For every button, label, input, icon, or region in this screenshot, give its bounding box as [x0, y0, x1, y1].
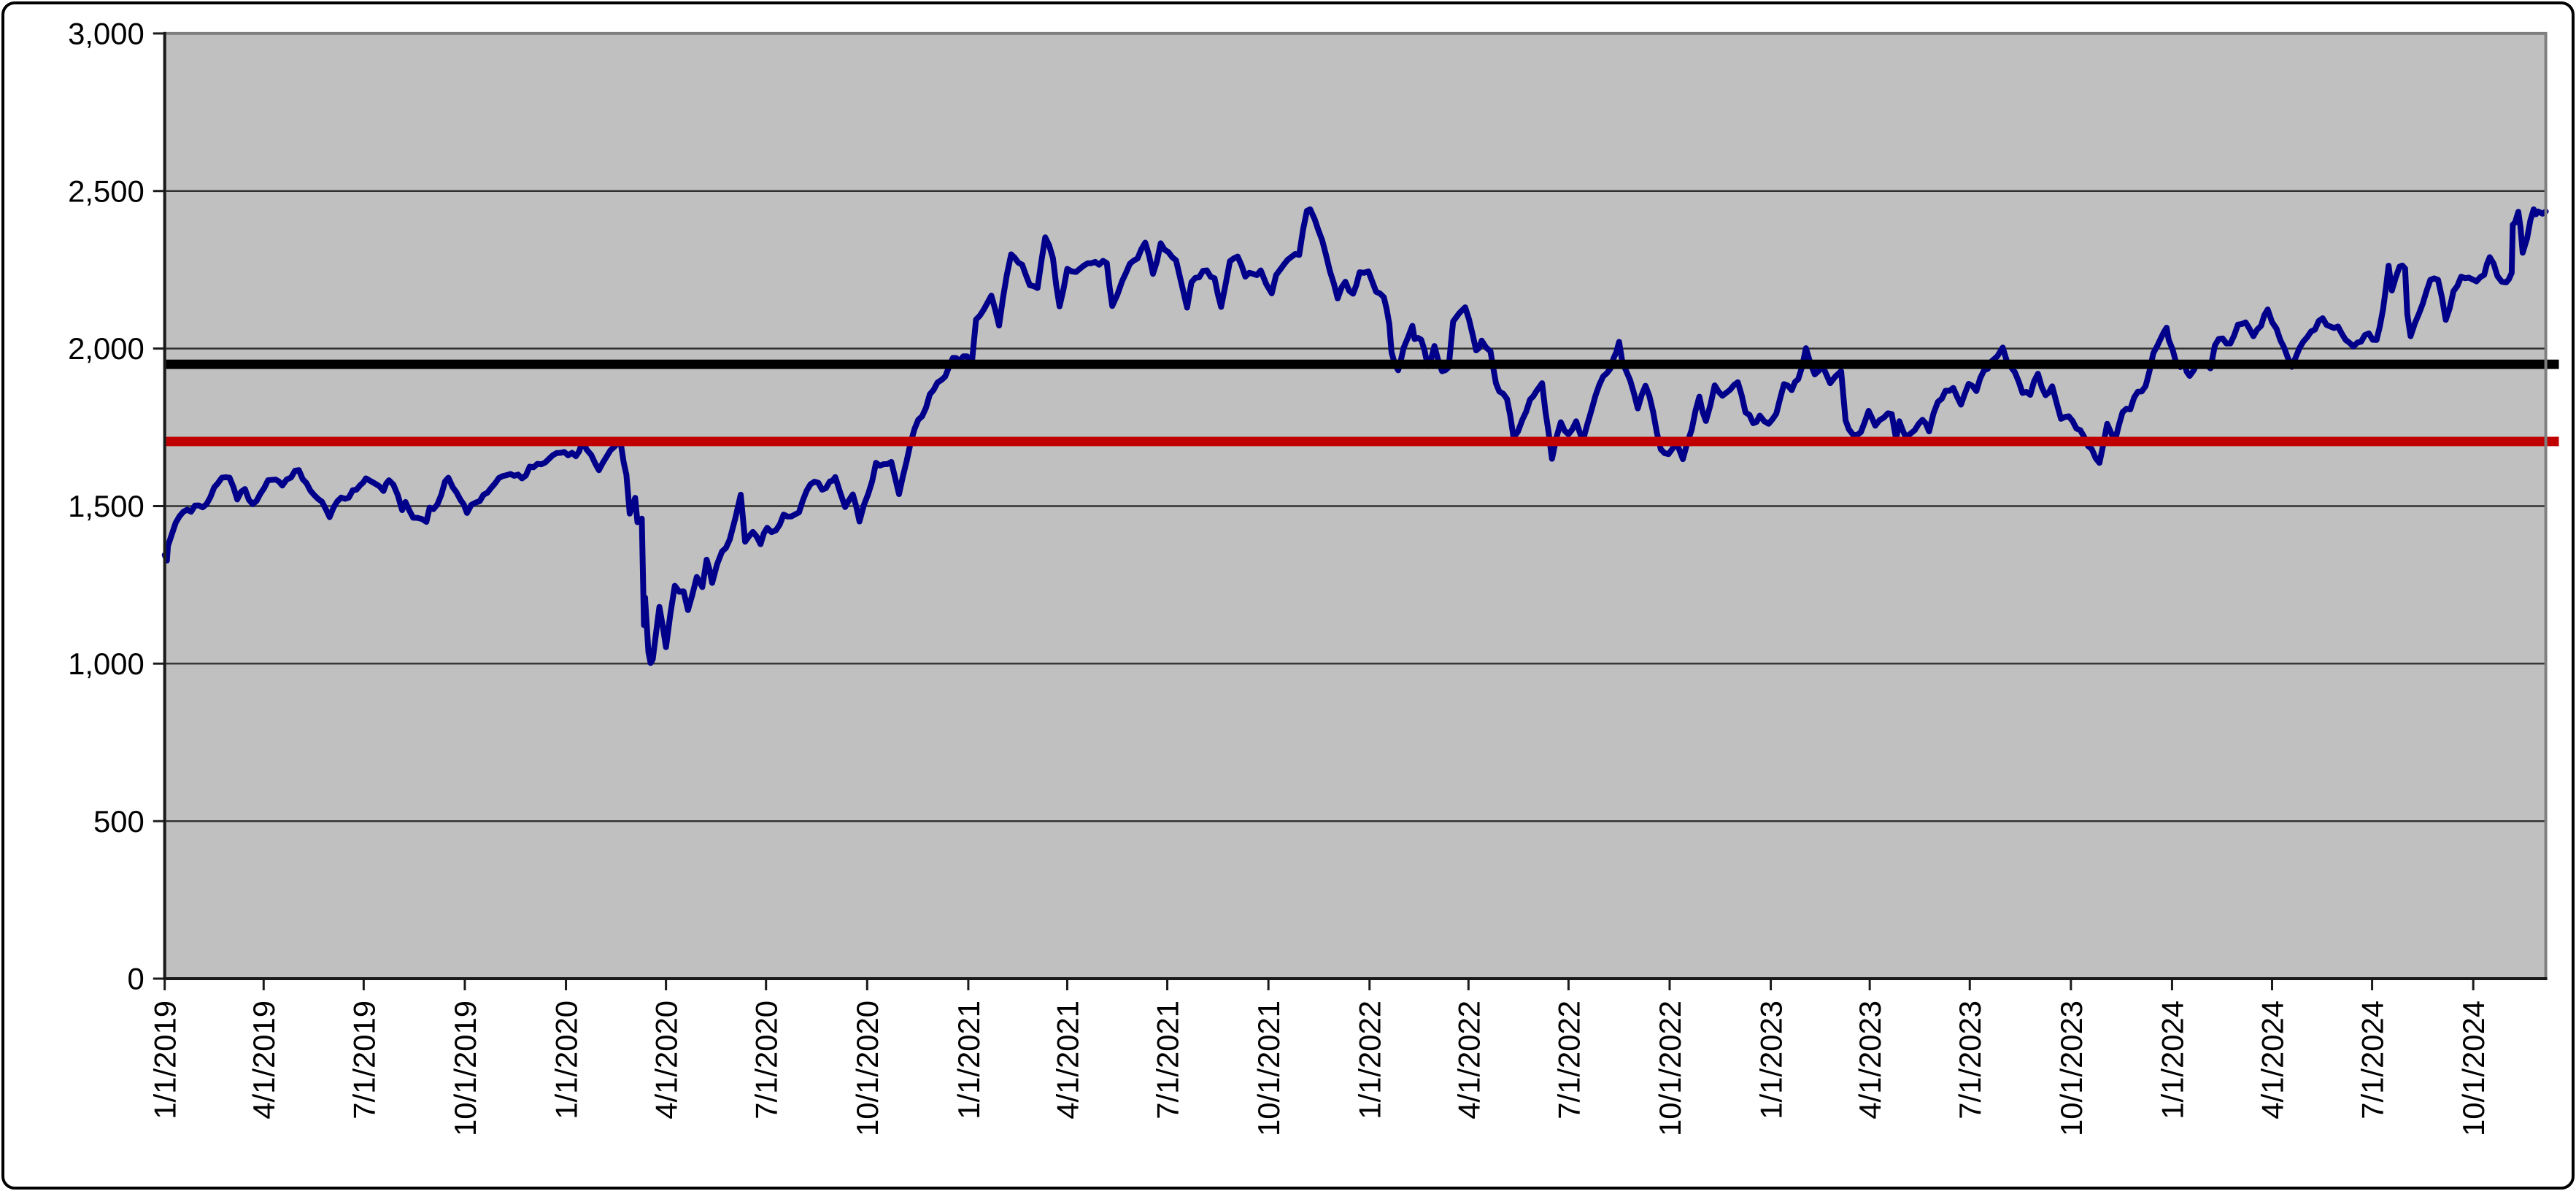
- x-axis-label: 1/1/2019: [148, 1001, 182, 1119]
- x-axis-label: 4/1/2023: [1853, 1001, 1887, 1119]
- x-axis-label: 7/1/2021: [1151, 1001, 1185, 1119]
- daily-index-price: [161, 206, 2549, 666]
- x-axis-label: 4/1/2022: [1451, 1001, 1486, 1119]
- y-axis-label: 1,000: [68, 647, 144, 681]
- x-axis-label: 7/1/2022: [1551, 1001, 1586, 1119]
- y-axis-label: 1,500: [68, 489, 144, 523]
- x-axis-label: 7/1/2019: [347, 1001, 381, 1119]
- x-axis-label: 4/1/2019: [247, 1001, 281, 1119]
- x-axis-label: 1/1/2023: [1754, 1001, 1789, 1119]
- x-axis-label: 10/1/2022: [1653, 1001, 1687, 1136]
- y-axis-label: 3,000: [68, 16, 144, 50]
- x-axis-label: 4/1/2024: [2255, 1001, 2289, 1119]
- price-line-chart: 0 500 1,000 1,500 2,000 2,500 3,000 1/1/2019 4/1…: [68, 16, 2559, 1136]
- x-axis-label: 10/1/2020: [850, 1001, 884, 1136]
- x-axis-label: 10/1/2021: [1252, 1001, 1286, 1136]
- y-axis-label: 500: [93, 804, 144, 839]
- y-axis-label: 2,000: [68, 331, 144, 366]
- x-axis-label: 1/1/2021: [952, 1001, 986, 1119]
- x-axis-label: 10/1/2024: [2456, 1001, 2491, 1136]
- x-axis-label: 10/1/2023: [2054, 1001, 2089, 1136]
- x-axis-label: 7/1/2023: [1953, 1001, 1987, 1119]
- x-axis-label: 7/1/2020: [749, 1001, 784, 1119]
- x-axis-label: 1/1/2024: [2155, 1001, 2189, 1119]
- x-axis-label: 4/1/2021: [1050, 1001, 1084, 1119]
- x-axis-label: 4/1/2020: [649, 1001, 684, 1119]
- x-axis-label: 7/1/2024: [2356, 1001, 2390, 1119]
- x-axis-label: 1/1/2022: [1353, 1001, 1387, 1119]
- y-axis-label: 0: [128, 962, 144, 996]
- y-axis-label: 2,500: [68, 174, 144, 208]
- x-axis-label: 1/1/2020: [549, 1001, 583, 1119]
- x-axis-label: 10/1/2019: [448, 1001, 482, 1136]
